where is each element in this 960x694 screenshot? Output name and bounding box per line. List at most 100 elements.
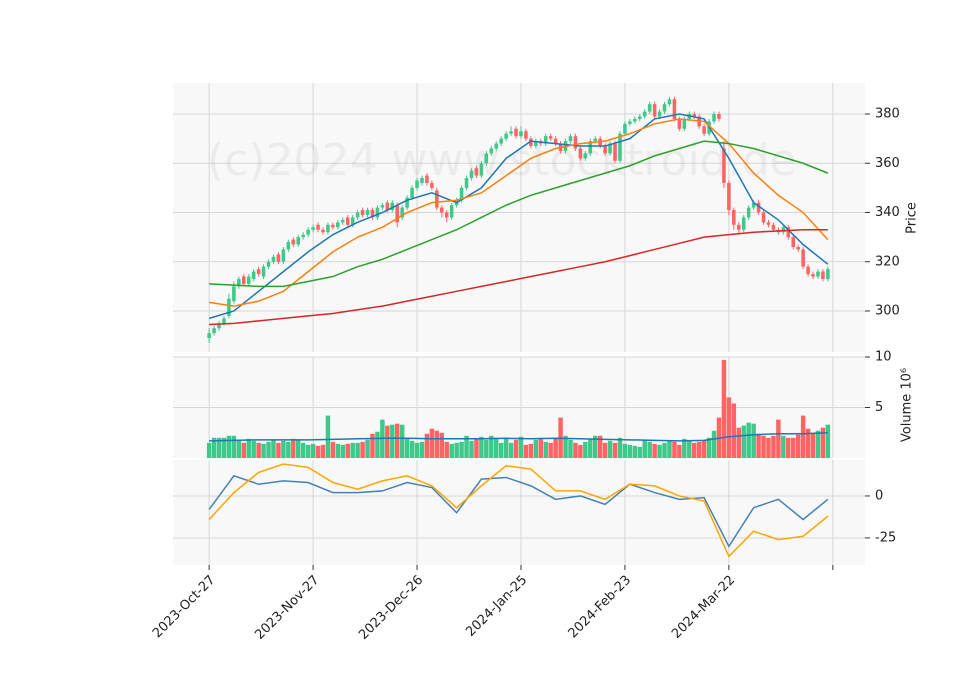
volume-bar bbox=[315, 445, 321, 458]
candle-body bbox=[766, 222, 771, 225]
candle-body bbox=[613, 143, 617, 161]
candle-body bbox=[801, 249, 805, 267]
volume-bar bbox=[597, 435, 603, 458]
volume-bar bbox=[568, 439, 573, 458]
candle-body bbox=[746, 207, 751, 218]
volume-bar bbox=[726, 397, 732, 458]
volume-bar bbox=[395, 423, 400, 458]
volume-bar bbox=[692, 442, 697, 458]
candle-body bbox=[242, 276, 246, 284]
volume-bar bbox=[484, 439, 489, 458]
x-tick-label: 2024-Mar-22 bbox=[669, 573, 738, 642]
candle-body bbox=[420, 178, 424, 183]
grid bbox=[173, 83, 865, 565]
volume-bar bbox=[815, 430, 821, 458]
volume-bar bbox=[602, 442, 608, 458]
volume-bar bbox=[464, 435, 469, 458]
volume-bar bbox=[820, 427, 826, 458]
candle-body bbox=[232, 286, 236, 302]
candle-body bbox=[524, 131, 528, 139]
candle-body bbox=[608, 143, 612, 154]
candle-body bbox=[494, 143, 499, 149]
volume-bar bbox=[330, 441, 336, 458]
volume-bar bbox=[583, 441, 588, 458]
x-tick-label: 2024-Feb-23 bbox=[566, 573, 635, 642]
line bbox=[208, 463, 829, 558]
volume-bar bbox=[489, 435, 494, 458]
candle-body bbox=[222, 318, 226, 324]
candle-body bbox=[514, 128, 518, 137]
volume-bar bbox=[528, 443, 534, 458]
volume-bar bbox=[291, 438, 296, 458]
candle-body bbox=[702, 126, 706, 134]
candle-body bbox=[331, 224, 335, 228]
volume-bar bbox=[296, 439, 301, 458]
candle-body bbox=[529, 138, 533, 147]
y-tick-label: 340 bbox=[875, 205, 900, 220]
candle-body bbox=[484, 153, 489, 164]
volume-bar bbox=[424, 433, 430, 458]
candle-body bbox=[573, 136, 578, 149]
volume-bar bbox=[790, 437, 796, 458]
candle-body bbox=[548, 136, 553, 139]
candle-body bbox=[246, 276, 251, 284]
volume-bar bbox=[370, 433, 375, 458]
volume-bar bbox=[216, 437, 222, 458]
volume-bar bbox=[731, 403, 737, 458]
volume-bar bbox=[795, 434, 801, 458]
candle-body bbox=[212, 328, 216, 334]
volume-bar bbox=[281, 440, 286, 458]
candle-body bbox=[444, 212, 449, 218]
candle-body bbox=[727, 182, 731, 211]
candle-body bbox=[336, 222, 340, 228]
candle-body bbox=[370, 210, 375, 218]
candle-body bbox=[756, 202, 761, 213]
volume-bar bbox=[672, 441, 677, 458]
candle-body bbox=[519, 131, 523, 137]
volume-bar bbox=[305, 444, 311, 458]
candle-body bbox=[509, 131, 513, 134]
x-tick-label: 2023-Oct-27 bbox=[150, 573, 218, 641]
volume-bar bbox=[682, 438, 687, 458]
candle-body bbox=[722, 148, 726, 183]
price-panel bbox=[173, 83, 865, 352]
x-tick-label: 2023-Dec-26 bbox=[356, 573, 426, 643]
candle-body bbox=[217, 323, 221, 329]
volume-bar bbox=[696, 441, 702, 458]
volume-bar bbox=[508, 442, 514, 458]
line bbox=[208, 113, 829, 320]
candle-body bbox=[657, 111, 662, 117]
candle-body bbox=[499, 138, 503, 144]
volume-bar bbox=[231, 435, 237, 458]
candle-body bbox=[593, 138, 598, 142]
candle-body bbox=[469, 170, 474, 179]
candle-body bbox=[341, 219, 345, 223]
volume-bar bbox=[474, 438, 479, 458]
volume-bar bbox=[810, 432, 816, 458]
candle-body bbox=[553, 138, 558, 144]
candle-body bbox=[647, 104, 652, 112]
volume-bar bbox=[711, 430, 717, 458]
y-tick-label: 300 bbox=[875, 304, 900, 319]
candle-body bbox=[712, 114, 716, 122]
y-tick-label: 0 bbox=[875, 488, 883, 503]
volume-bar bbox=[409, 440, 415, 458]
volume-bar bbox=[246, 438, 251, 458]
volume-bar bbox=[632, 445, 638, 458]
y-tick-label: 360 bbox=[875, 156, 900, 171]
candle-body bbox=[227, 298, 231, 316]
candle-body bbox=[662, 104, 667, 112]
volume-bar bbox=[627, 444, 633, 458]
volume-bar bbox=[617, 437, 623, 458]
candle-body bbox=[296, 237, 301, 245]
volume-bar bbox=[612, 442, 618, 458]
volume-bar bbox=[429, 428, 435, 458]
candle-body bbox=[355, 212, 360, 218]
oscillator-panel bbox=[173, 460, 865, 565]
volume-bar bbox=[335, 443, 341, 458]
volume-bar bbox=[498, 442, 504, 458]
candle-body bbox=[286, 242, 291, 250]
candle-body bbox=[281, 249, 286, 262]
candle-body bbox=[637, 116, 642, 119]
volume-bar bbox=[310, 443, 316, 458]
